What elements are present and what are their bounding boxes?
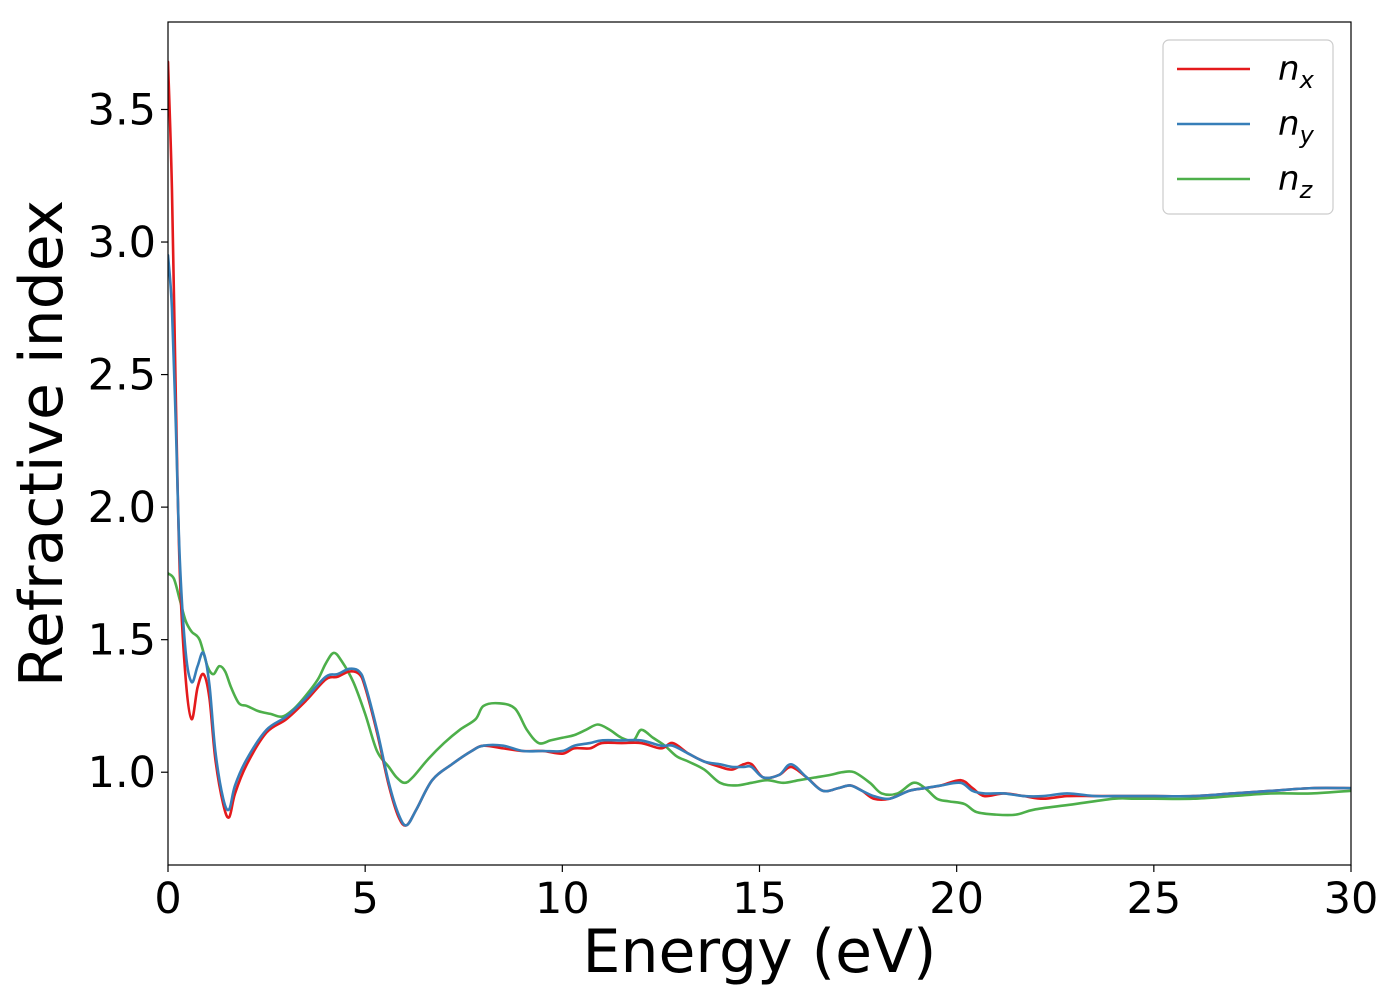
x-tick-label: 10 [535, 874, 590, 924]
legend-label-n_y: ny [1278, 104, 1315, 149]
legend-label-n_x: nx [1278, 49, 1315, 94]
y-axis-title: Refractive index [7, 200, 77, 687]
series-layer [168, 60, 1351, 827]
y-tick-label: 1.0 [88, 748, 156, 798]
legend-box [1162, 39, 1334, 215]
y-tick-label: 1.5 [88, 616, 156, 666]
series-line-n_x [168, 60, 1351, 827]
plot-area [168, 22, 1351, 865]
series-line-n_y [168, 253, 1351, 827]
legend-label-n_z: nz [1278, 159, 1314, 204]
x-tick-label: 5 [351, 874, 378, 924]
y-tick-label: 3.0 [88, 218, 156, 268]
x-tick-label: 0 [154, 874, 181, 924]
series-line-n_z [168, 572, 1351, 817]
y-tick-label: 2.5 [88, 351, 156, 401]
y-axis: 1.0 1.5 2.0 2.5 3.0 3.5 [88, 85, 168, 798]
x-tick-label: 25 [1126, 874, 1181, 924]
x-axis-title: Energy (eV) [583, 917, 937, 987]
x-tick-label: 20 [929, 874, 984, 924]
x-tick-label: 30 [1324, 874, 1379, 924]
legend: nx ny nz [1162, 39, 1334, 215]
y-tick-label: 3.5 [88, 85, 156, 135]
x-tick-label: 15 [732, 874, 787, 924]
x-axis: 0 5 10 15 20 25 30 [154, 865, 1378, 924]
y-tick-label: 2.0 [88, 483, 156, 533]
